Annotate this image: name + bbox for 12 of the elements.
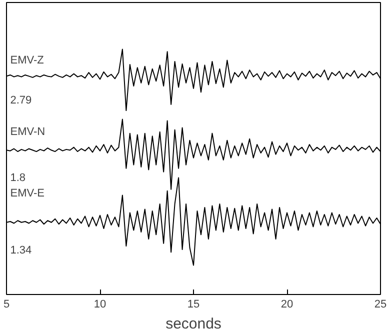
series-label: EMV-E xyxy=(10,187,44,200)
annotation: 1.34 xyxy=(10,244,32,257)
x-tick-label: 25 xyxy=(374,298,387,310)
x-tick-label: 10 xyxy=(94,298,106,310)
annotation: 2.79 xyxy=(10,94,32,106)
x-tick-label: 20 xyxy=(280,298,294,310)
annotation: 1.8 xyxy=(10,172,26,184)
series-label: EMV-N xyxy=(10,126,46,138)
x-tick-label: 15 xyxy=(187,298,200,310)
series-label: EMV-Z xyxy=(10,54,44,66)
x-axis-title: seconds xyxy=(166,316,222,332)
x-tick-label: 5 xyxy=(3,298,10,310)
